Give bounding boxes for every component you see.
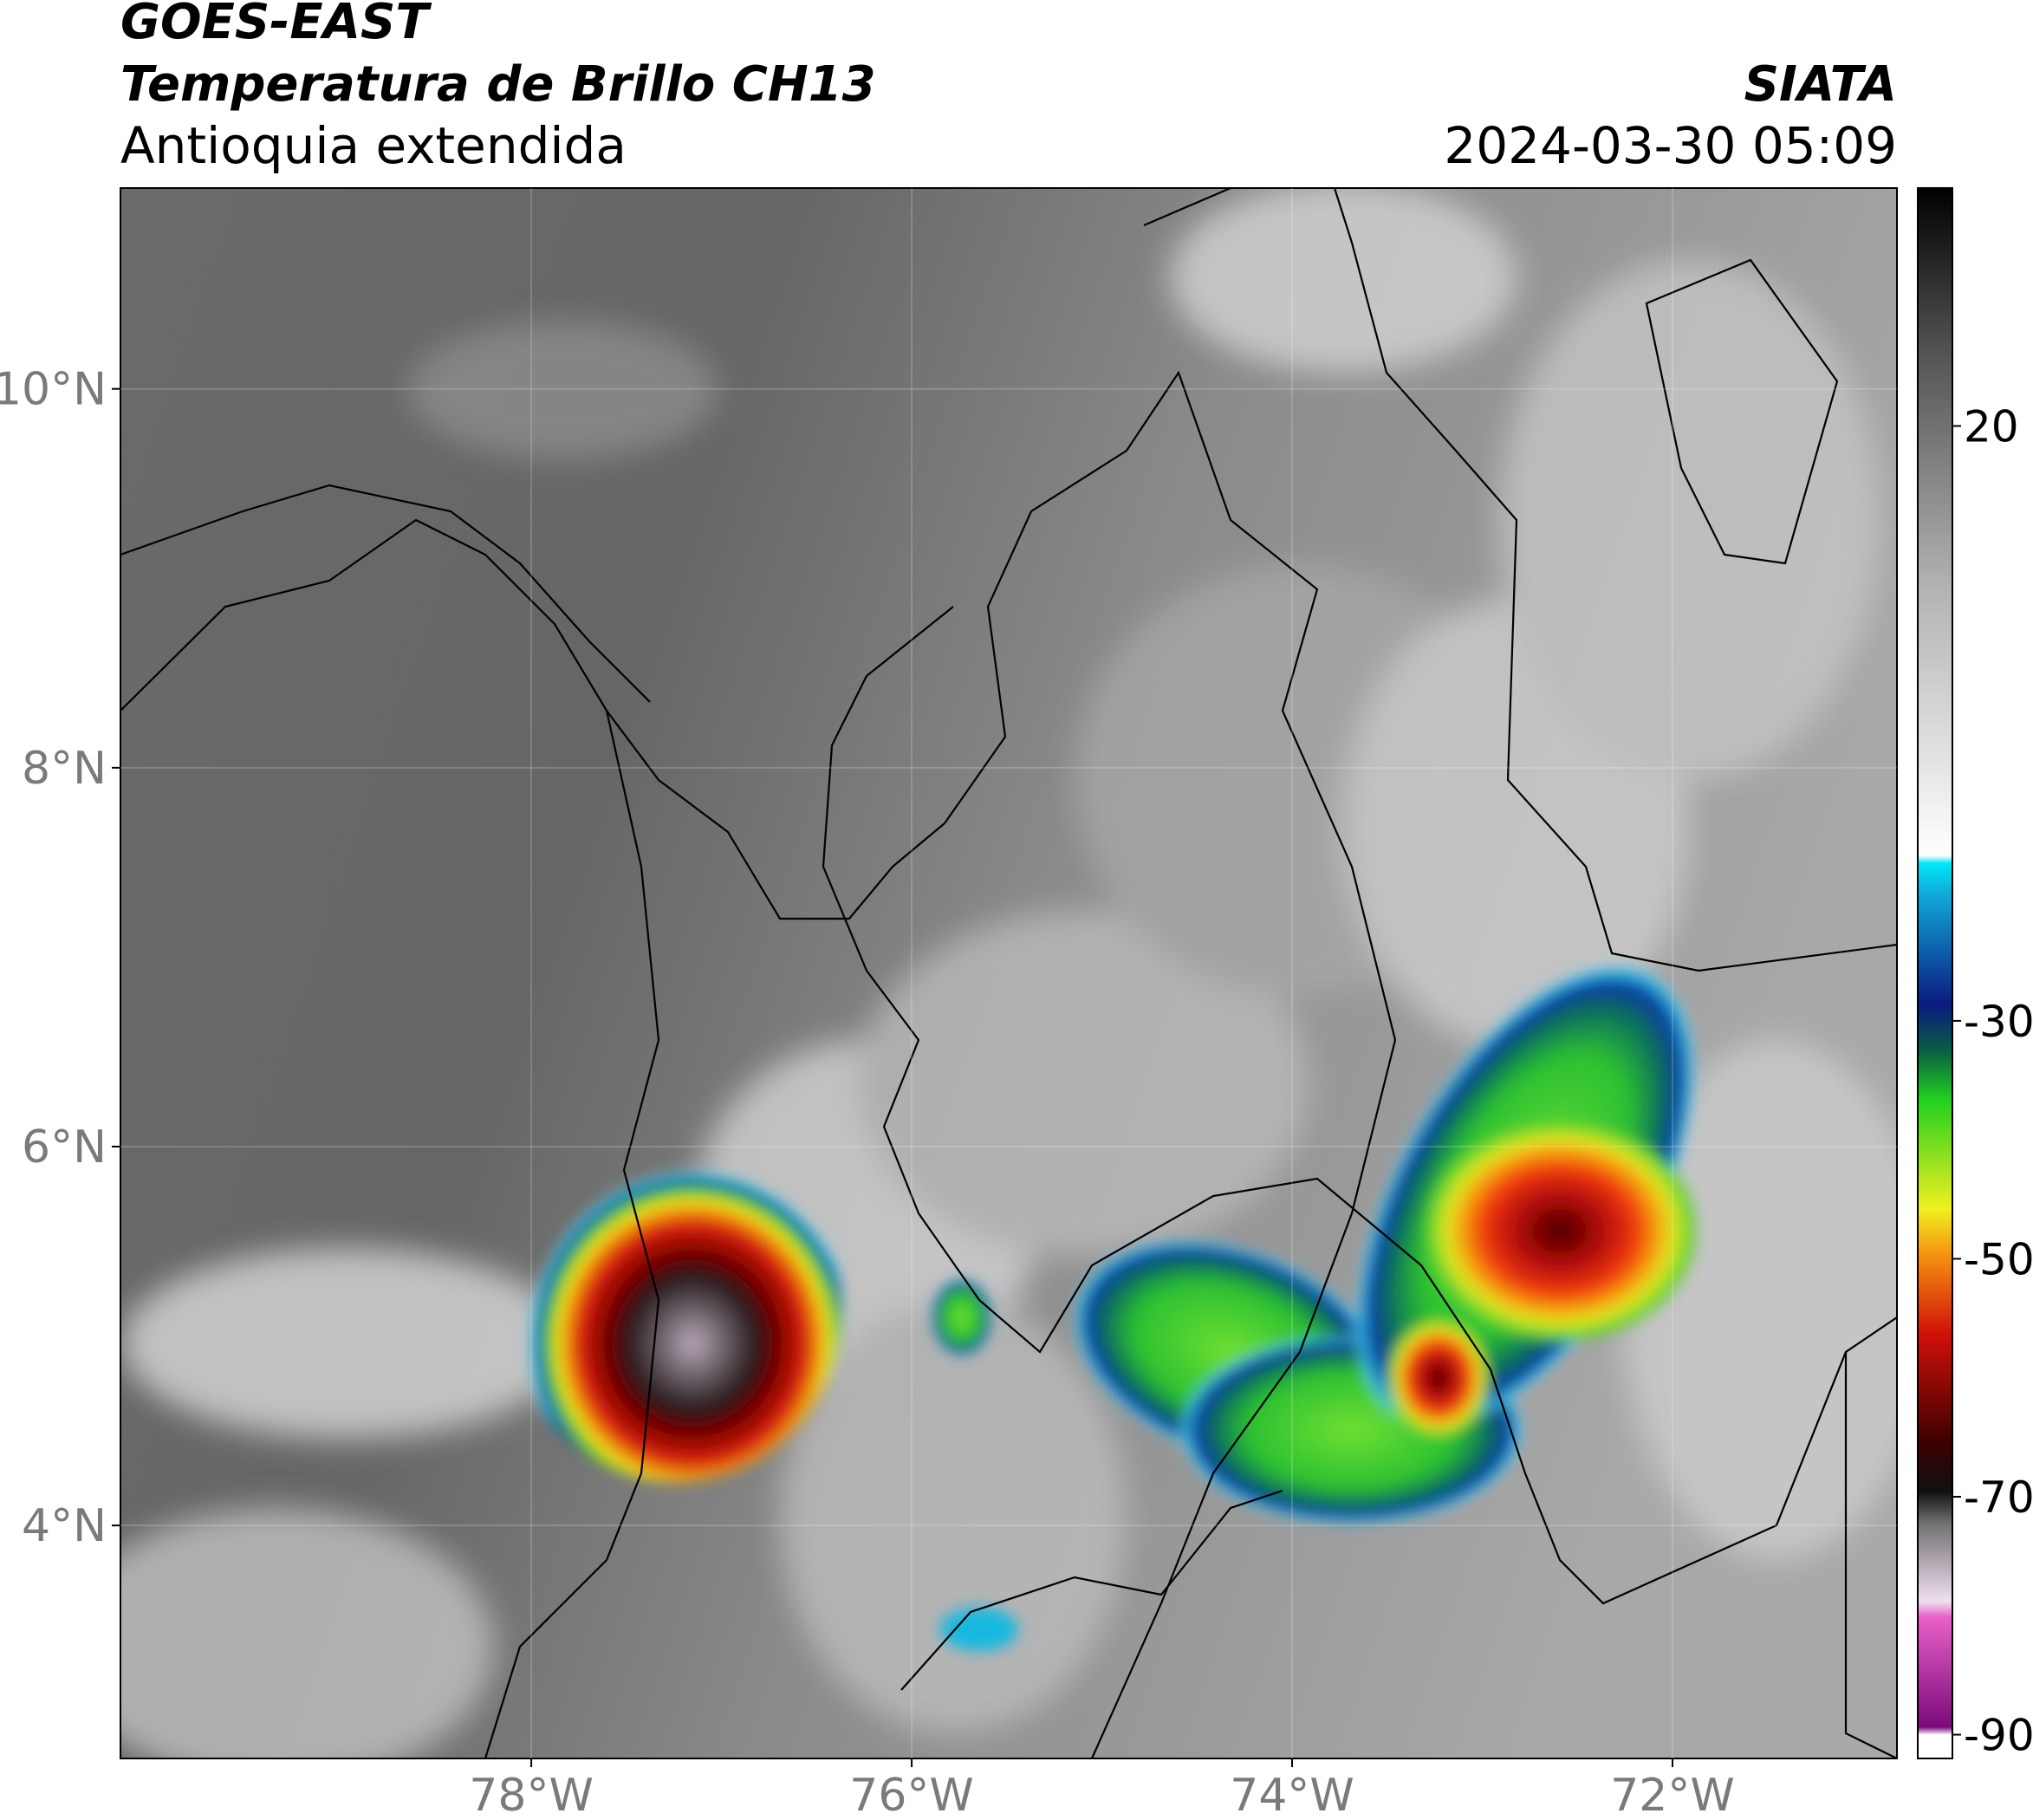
satellite-image <box>120 188 1897 1758</box>
map-frame <box>120 187 1898 1759</box>
region: Antioquia extendida <box>120 116 627 175</box>
colorbar-tick-label: -50 <box>1964 1234 2033 1284</box>
colorbar <box>1917 187 1953 1759</box>
colorbar-tick-label: -70 <box>1964 1472 2033 1523</box>
y-tick-label: 4°N <box>22 1500 107 1552</box>
x-tick-label: 72°W <box>1610 1770 1735 1820</box>
datetime: 2024-03-30 05:09 <box>1444 116 1897 175</box>
y-tick-label: 6°N <box>22 1121 107 1173</box>
colorbar-tick-label: -30 <box>1964 997 2033 1047</box>
subtitle: Temperatura de Brillo CH13 <box>120 56 876 113</box>
y-tick-label: 8°N <box>22 743 107 795</box>
x-tick-label: 78°W <box>469 1770 594 1820</box>
colorbar-tick-label: -90 <box>1964 1711 2033 1761</box>
x-tick-label: 74°W <box>1230 1770 1354 1820</box>
y-tick-label: 10°N <box>0 364 107 416</box>
title: GOES-EAST <box>120 0 432 50</box>
source: SIATA <box>1744 56 1897 113</box>
x-tick-label: 76°W <box>849 1770 974 1820</box>
colorbar-tick-label: 20 <box>1964 402 2019 452</box>
